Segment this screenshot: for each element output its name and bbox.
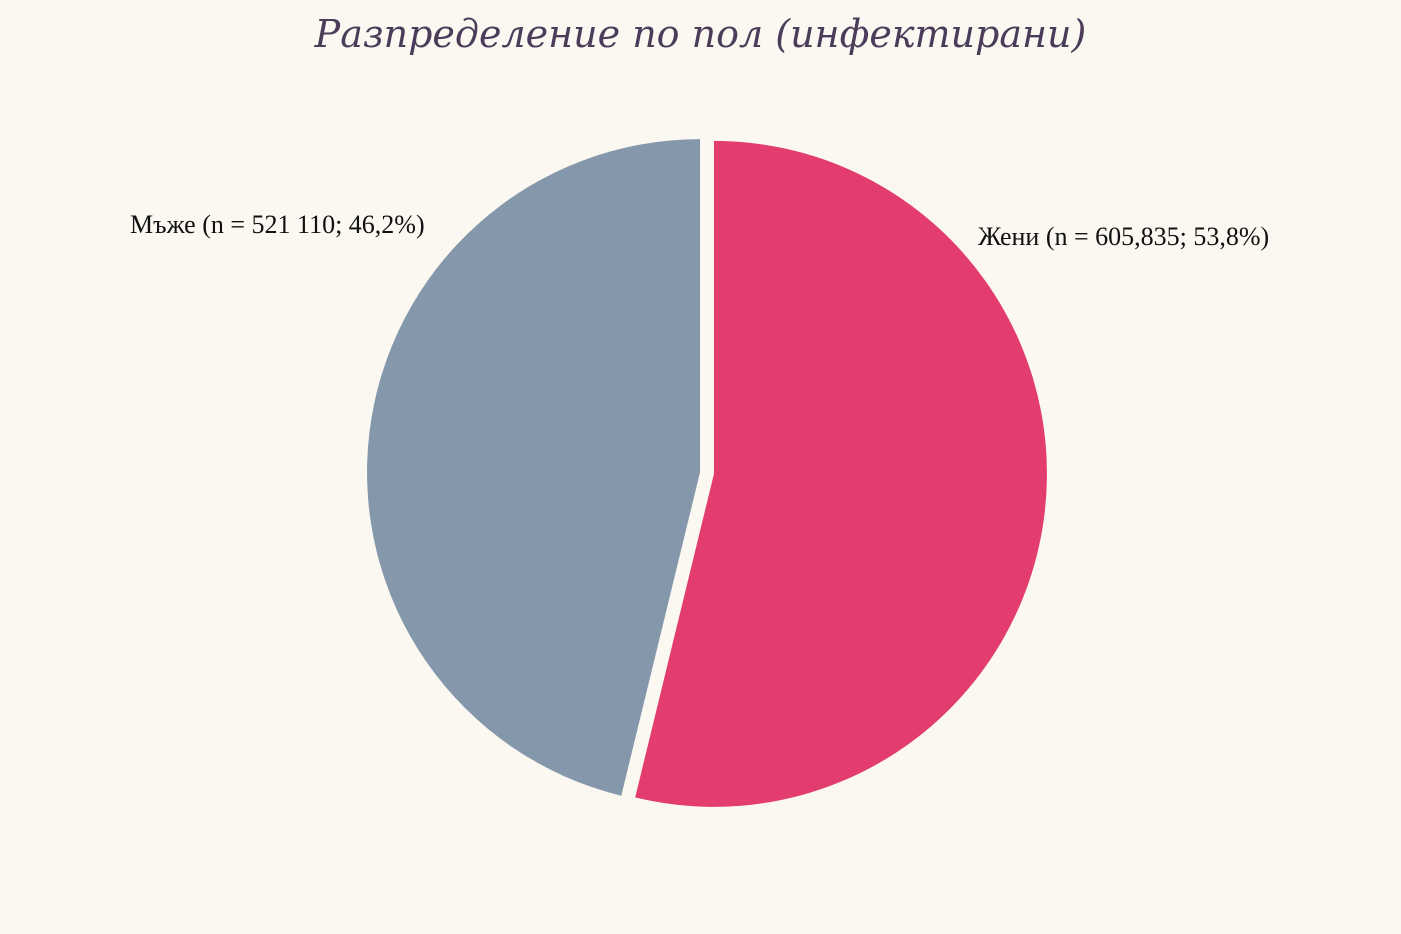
chart-title: Разпределение по пол (инфектирани)	[314, 12, 1087, 56]
slice-label-1: Жени (n = 605,835; 53,8%)	[978, 222, 1269, 251]
slice-label-2: Мъже (n = 521 110; 46,2%)	[130, 210, 425, 239]
pie-labels: Жени (n = 605,835; 53,8%) Мъже (n = 521 1…	[130, 210, 1269, 251]
pie-slice-1	[635, 140, 1047, 807]
pie-slices	[367, 139, 1047, 807]
pie-slice-2	[367, 139, 701, 796]
